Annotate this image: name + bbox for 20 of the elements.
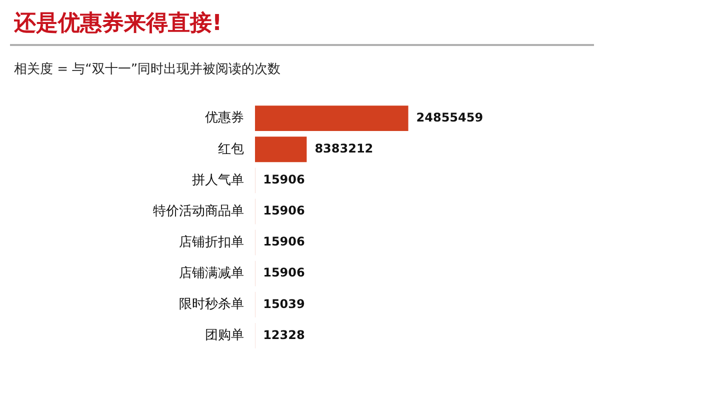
y-tick-label: 店铺折扣单	[179, 234, 244, 250]
text: 相关度 = 与“双十一”同时出现并被阅读的次数	[14, 61, 281, 78]
data-label: 15039	[263, 296, 305, 311]
y-tick-label: 限时秒杀单	[179, 297, 244, 312]
data-label: 15906	[263, 266, 305, 280]
y-tick-label: 特价活动商品单	[153, 204, 244, 219]
data-label: 24855459	[416, 110, 484, 124]
chart-title: 还是优惠券来得直接!	[14, 10, 222, 38]
y-tick-label: 红包	[218, 142, 244, 157]
data-label: 15906	[263, 204, 305, 218]
bar	[255, 106, 408, 132]
data-label: 8383212	[314, 142, 374, 156]
y-tick-label: 拼人气单	[192, 172, 244, 188]
data-label: 15906	[263, 172, 305, 187]
y-tick-label: 店铺满减单	[179, 264, 244, 281]
bar	[255, 136, 307, 162]
y-tick-label: 团购单	[205, 328, 244, 344]
data-label: 12328	[263, 328, 305, 342]
y-tick-label: 优惠券	[205, 110, 244, 126]
data-label: 15906	[263, 234, 305, 249]
